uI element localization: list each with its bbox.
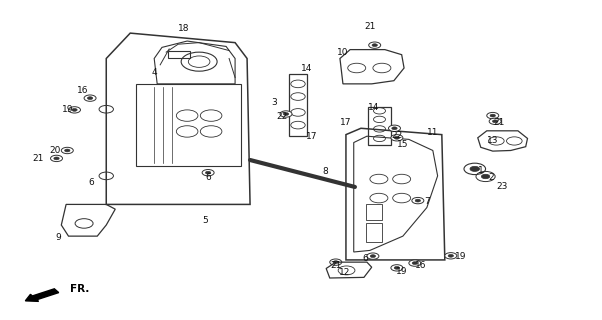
Text: 22: 22 — [391, 131, 403, 140]
Text: 16: 16 — [76, 86, 88, 95]
Circle shape — [61, 147, 73, 154]
Circle shape — [487, 112, 498, 119]
Text: 11: 11 — [427, 128, 439, 137]
Circle shape — [394, 267, 400, 269]
Circle shape — [280, 111, 292, 117]
Text: 14: 14 — [368, 103, 380, 112]
Circle shape — [368, 42, 380, 48]
Circle shape — [333, 261, 338, 264]
Text: 17: 17 — [306, 132, 317, 141]
Circle shape — [448, 254, 453, 257]
Text: 8: 8 — [322, 167, 328, 176]
Text: 4: 4 — [151, 68, 157, 77]
Circle shape — [394, 136, 400, 139]
Text: 20: 20 — [49, 146, 61, 155]
Circle shape — [84, 95, 96, 101]
Circle shape — [87, 97, 93, 100]
Circle shape — [391, 265, 403, 271]
Circle shape — [284, 113, 289, 116]
Text: 22: 22 — [276, 112, 287, 121]
Text: 9: 9 — [55, 233, 61, 242]
Circle shape — [370, 255, 376, 258]
Text: 18: 18 — [178, 24, 190, 33]
Text: 16: 16 — [415, 261, 427, 270]
Circle shape — [492, 120, 498, 123]
Text: 21: 21 — [330, 261, 341, 270]
Circle shape — [470, 166, 480, 172]
Circle shape — [412, 197, 424, 204]
Circle shape — [69, 107, 81, 113]
Circle shape — [412, 262, 418, 265]
Circle shape — [372, 44, 377, 47]
Circle shape — [490, 114, 495, 117]
Text: 17: 17 — [340, 118, 351, 127]
Text: 12: 12 — [338, 268, 350, 277]
Text: 3: 3 — [271, 99, 277, 108]
Text: 19: 19 — [396, 267, 408, 276]
Circle shape — [489, 118, 501, 124]
Text: 19: 19 — [455, 252, 466, 261]
Text: 13: 13 — [487, 136, 498, 146]
Circle shape — [415, 199, 421, 202]
Text: 6: 6 — [363, 254, 368, 263]
Text: FR.: FR. — [70, 284, 90, 294]
Text: 2: 2 — [489, 173, 494, 182]
Text: 10: 10 — [337, 48, 349, 57]
Circle shape — [409, 260, 421, 266]
Circle shape — [392, 127, 397, 130]
Circle shape — [205, 171, 211, 174]
Circle shape — [51, 155, 63, 162]
Circle shape — [202, 170, 214, 176]
Text: 5: 5 — [202, 216, 208, 225]
FancyArrow shape — [25, 289, 59, 301]
Circle shape — [64, 149, 70, 152]
Text: 14: 14 — [302, 63, 312, 73]
Text: 21: 21 — [33, 154, 44, 163]
Circle shape — [330, 259, 342, 265]
Text: 19: 19 — [61, 105, 73, 114]
Text: 6: 6 — [88, 178, 94, 187]
Circle shape — [388, 125, 400, 132]
Circle shape — [72, 108, 77, 111]
Text: 7: 7 — [424, 197, 430, 206]
Text: 23: 23 — [497, 181, 508, 190]
Text: 15: 15 — [397, 140, 409, 149]
Text: 21: 21 — [364, 22, 376, 31]
Circle shape — [54, 157, 59, 160]
Circle shape — [367, 253, 379, 259]
Circle shape — [445, 252, 457, 259]
Text: 1: 1 — [478, 166, 483, 175]
Text: 6: 6 — [205, 173, 211, 182]
Circle shape — [482, 174, 490, 179]
Text: 21: 21 — [493, 118, 504, 127]
Circle shape — [391, 135, 403, 141]
